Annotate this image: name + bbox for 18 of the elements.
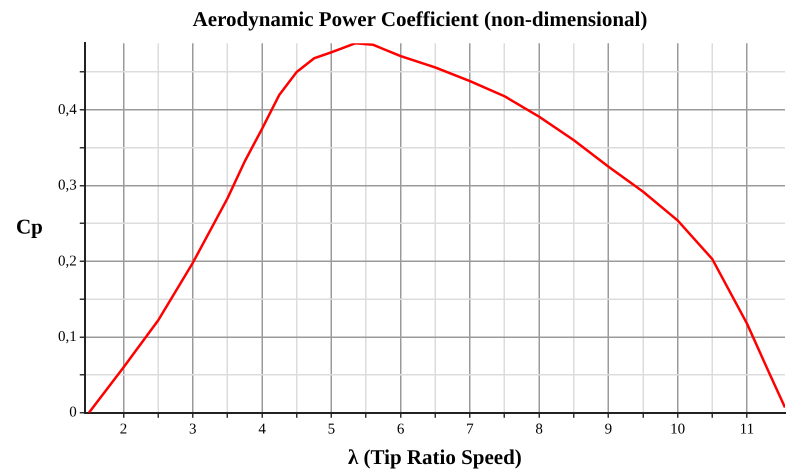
x-tick-label: 9 [604,422,612,438]
y-tick-label: 0,3 [58,178,77,194]
y-axis-title: Cp [16,214,43,238]
x-tick-label: 2 [120,422,128,438]
x-tick-label: 3 [189,422,197,438]
x-tick-label: 8 [535,422,543,438]
y-tick-label: 0,4 [58,102,78,118]
y-tick-label: 0 [69,404,77,421]
x-tick-label: 5 [328,422,336,438]
x-axis-title: λ (Tip Ratio Speed) [348,444,522,469]
x-tick-label: 4 [258,422,266,438]
x-tick-label: 10 [670,422,686,438]
x-tick-label: 6 [396,422,405,438]
x-tick-label: 11 [740,422,754,438]
chart-title: Aerodynamic Power Coefficient (non-dimensional) [192,7,648,32]
y-tick-label: 0,2 [58,253,77,270]
x-tick-label: 7 [466,422,474,438]
y-tick-label: 0,1 [58,329,77,345]
